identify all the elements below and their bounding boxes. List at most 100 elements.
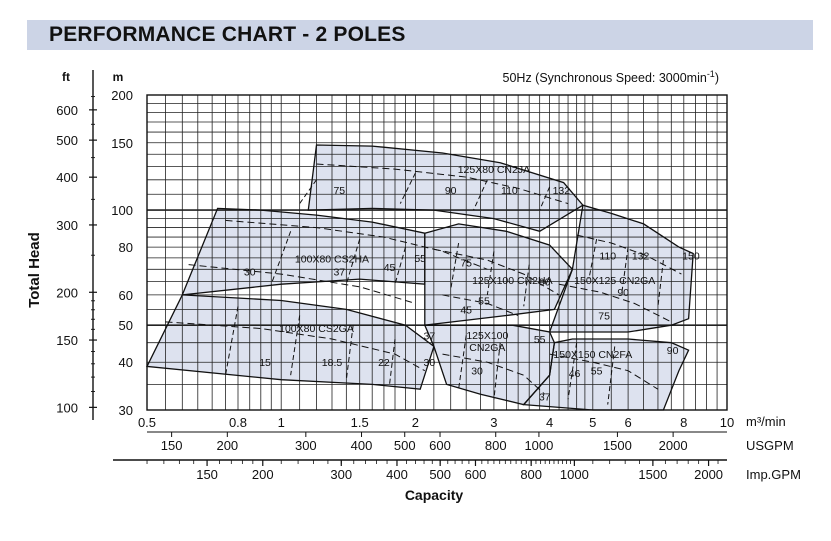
motor-kw-label: 150 xyxy=(682,251,700,263)
impgpm-tick-label: 200 xyxy=(252,467,274,482)
y-tick-label-m: 100 xyxy=(111,203,133,218)
x-tick-label-m3: 5 xyxy=(589,415,596,430)
title-bar: PERFORMANCE CHART - 2 POLES xyxy=(27,20,813,50)
efficiency-curve xyxy=(433,248,560,296)
pump-region-outline xyxy=(307,144,584,233)
motor-divider xyxy=(345,325,354,380)
x-axis-label: Capacity xyxy=(405,487,464,503)
y-tick-label-ft: 600 xyxy=(56,103,78,118)
y-tick-label-m: 60 xyxy=(119,288,133,303)
pump-model-label: 150X150 CN2FA xyxy=(553,349,632,361)
motor-divider xyxy=(290,315,301,376)
efficiency-curve xyxy=(188,264,416,304)
motor-divider xyxy=(523,264,530,307)
pump-region-outline xyxy=(181,207,426,296)
motor-kw-label: 45 xyxy=(384,262,396,274)
impgpm-tick-label: 150 xyxy=(196,467,218,482)
pump-model-label: 125X80 CN2JA xyxy=(458,164,530,176)
x-tick-label-m3: 0.8 xyxy=(229,415,247,430)
efficiency-curve xyxy=(225,219,488,270)
motor-kw-label: 37 xyxy=(333,267,345,279)
motor-divider xyxy=(493,342,501,400)
motor-divider xyxy=(270,231,292,285)
motor-divider xyxy=(225,306,239,376)
impgpm-tick-label: 400 xyxy=(386,467,408,482)
impgpm-tick-label: 500 xyxy=(429,467,451,482)
chart-subtitle: 50Hz (Synchronous Speed: 3000min-1) xyxy=(503,69,719,85)
y-tick-label-ft: 300 xyxy=(56,218,78,233)
y-tick-label-ft: 100 xyxy=(56,400,78,415)
y-tick-label-ft: 500 xyxy=(56,133,78,148)
motor-divider xyxy=(588,238,598,280)
x-tick-label-m3: 4 xyxy=(546,415,553,430)
motor-kw-label: 18.5 xyxy=(322,357,343,369)
motor-kw-label: 90 xyxy=(667,345,679,357)
pump-region-outline xyxy=(424,223,574,326)
x-tick-label-m3: 6 xyxy=(624,415,631,430)
motor-kw-label: 110 xyxy=(599,251,616,263)
motor-kw-label: 132 xyxy=(553,185,571,197)
x-tick-label-m3: 1.5 xyxy=(351,415,369,430)
pump-model-label: 100X80 CS2HA xyxy=(295,253,369,265)
y-unit-m: m xyxy=(113,70,124,84)
x-tick-label-m3: 8 xyxy=(680,415,687,430)
pump-model-label: 100X80 CS2GA xyxy=(279,323,354,335)
efficiency-curve xyxy=(316,163,569,205)
motor-divider xyxy=(486,251,495,295)
usgpm-tick-label: 600 xyxy=(429,438,451,453)
pump-model-label: 125X100 CN2HA xyxy=(472,275,553,287)
motor-kw-label: 46 xyxy=(569,368,581,380)
usgpm-tick-label: 200 xyxy=(216,438,238,453)
motor-divider xyxy=(607,346,616,405)
chart-title: PERFORMANCE CHART - 2 POLES xyxy=(49,23,406,46)
usgpm-tick-label: 2000 xyxy=(659,438,688,453)
y-tick-label-m: 50 xyxy=(119,318,133,333)
y-tick-label-ft: 400 xyxy=(56,170,78,185)
motor-divider xyxy=(299,179,317,204)
motor-kw-label: 75 xyxy=(333,185,345,197)
usgpm-tick-label: 400 xyxy=(351,438,373,453)
motor-divider xyxy=(473,179,488,211)
x-unit-impgpm: Imp.GPM xyxy=(746,467,801,482)
motor-kw-label: 90 xyxy=(445,185,457,197)
usgpm-tick-label: 800 xyxy=(485,438,507,453)
impgpm-tick-label: 600 xyxy=(465,467,487,482)
motor-kw-label: 55 xyxy=(591,366,603,378)
pump-region-outline xyxy=(146,294,435,390)
usgpm-tick-label: 150 xyxy=(161,438,183,453)
motor-divider xyxy=(539,186,551,211)
motor-kw-label: 22 xyxy=(378,357,390,369)
y-tick-label-ft: 150 xyxy=(56,333,78,348)
motor-kw-label: 90 xyxy=(539,277,551,289)
x-tick-label-m3: 3 xyxy=(490,415,497,430)
efficiency-curve xyxy=(442,353,546,395)
impgpm-tick-label: 1500 xyxy=(638,467,667,482)
pump-model-label: CN2GA xyxy=(469,342,505,354)
pump-region-fill xyxy=(182,208,425,295)
motor-kw-label: 55 xyxy=(478,296,490,308)
impgpm-tick-label: 800 xyxy=(520,467,542,482)
pump-region-fill xyxy=(147,294,434,390)
motor-kw-label: 37 xyxy=(539,392,551,404)
motor-divider xyxy=(458,335,467,390)
y-tick-label-m: 150 xyxy=(111,136,133,151)
usgpm-tick-label: 500 xyxy=(394,438,416,453)
motor-kw-label: 30 xyxy=(244,267,256,279)
motor-divider xyxy=(621,247,629,295)
y-tick-label-m: 200 xyxy=(111,88,133,103)
efficiency-curve xyxy=(558,283,672,323)
motor-kw-label: 90 xyxy=(617,287,629,299)
motor-divider xyxy=(394,247,406,285)
x-unit-m3: m³/min xyxy=(746,414,786,429)
x-tick-label-m3: 2 xyxy=(412,415,419,430)
plot-frame xyxy=(146,94,728,411)
y-axis-label: Total Head xyxy=(26,232,43,308)
pump-region-outline xyxy=(548,204,694,333)
efficiency-curve xyxy=(442,294,519,316)
pump-region-fill xyxy=(424,223,573,326)
efficiency-curve xyxy=(165,321,426,372)
motor-kw-label: 75 xyxy=(460,257,472,269)
pump-region-outline xyxy=(522,338,690,411)
x-unit-usgpm: USGPM xyxy=(746,438,794,453)
